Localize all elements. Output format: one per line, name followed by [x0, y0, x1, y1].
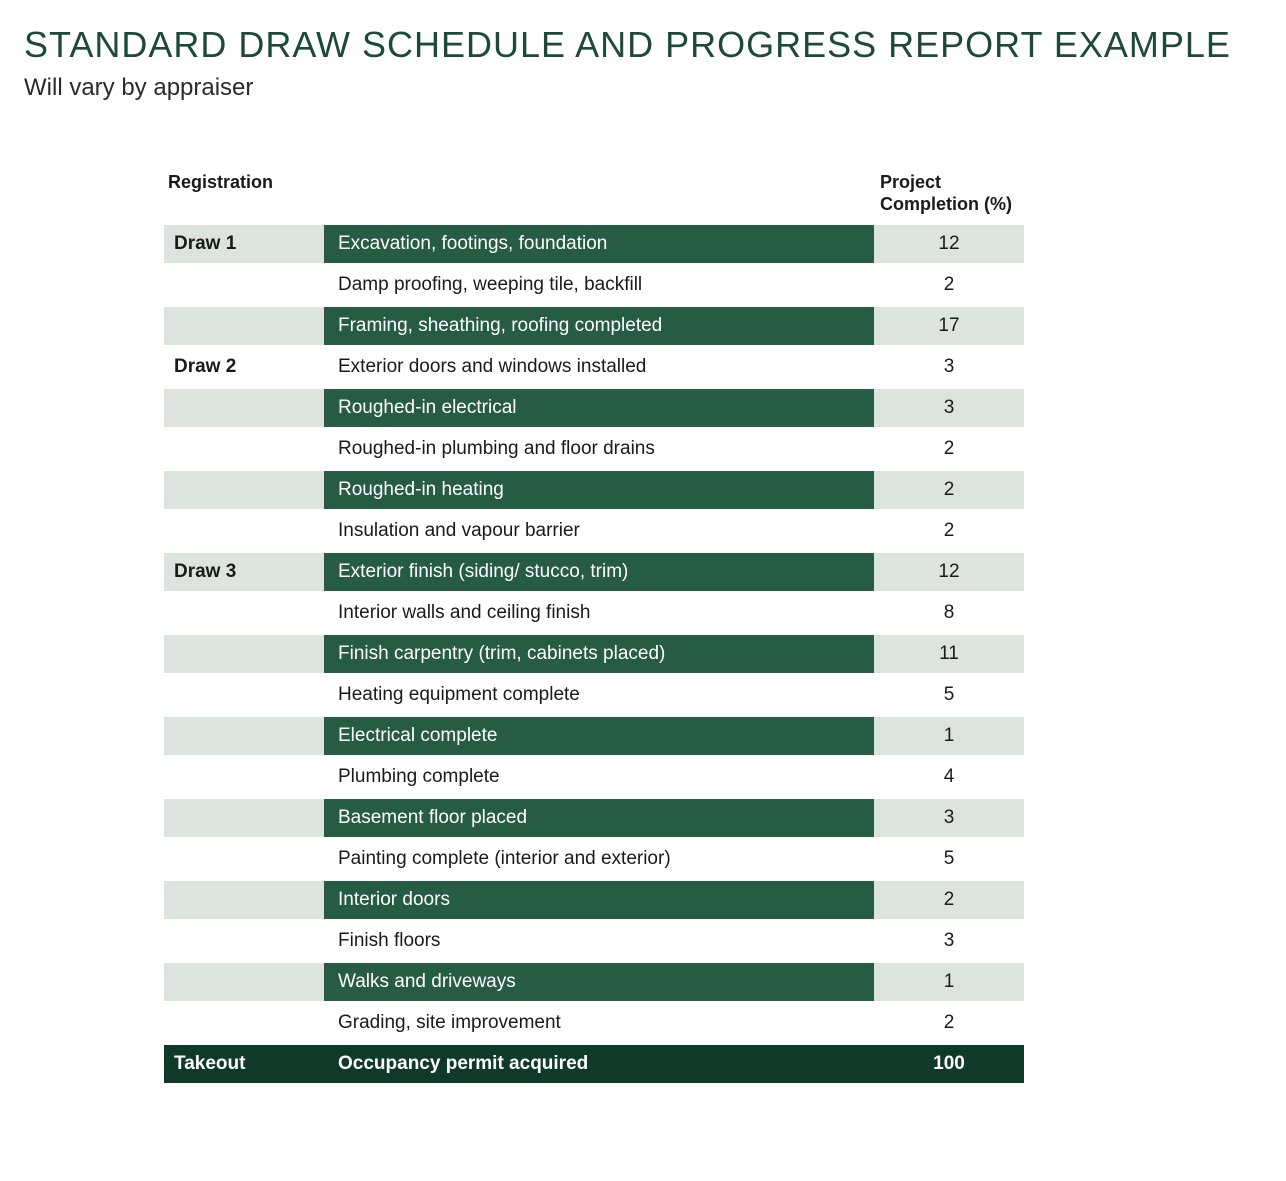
- cell-registration: [164, 635, 324, 673]
- header-completion-line1: Project: [880, 172, 941, 192]
- cell-description: Basement floor placed: [324, 799, 874, 837]
- takeout-desc: Occupancy permit acquired: [324, 1045, 874, 1083]
- cell-registration: [164, 881, 324, 919]
- cell-registration: [164, 922, 324, 960]
- table-body: Draw 1Excavation, footings, foundation12…: [164, 225, 1024, 1042]
- cell-description: Electrical complete: [324, 717, 874, 755]
- cell-percent: 8: [874, 594, 1024, 632]
- table-row: Insulation and vapour barrier2: [164, 512, 1024, 550]
- cell-description: Walks and driveways: [324, 963, 874, 1001]
- table-row: Electrical complete1: [164, 717, 1024, 755]
- cell-description: Exterior doors and windows installed: [324, 348, 874, 386]
- takeout-row: Takeout Occupancy permit acquired 100: [164, 1045, 1024, 1083]
- page-title: STANDARD DRAW SCHEDULE AND PROGRESS REPO…: [24, 24, 1262, 66]
- cell-percent: 3: [874, 922, 1024, 960]
- cell-percent: 2: [874, 881, 1024, 919]
- cell-percent: 17: [874, 307, 1024, 345]
- cell-description: Insulation and vapour barrier: [324, 512, 874, 550]
- header-completion-line2: Completion (%): [880, 194, 1012, 214]
- cell-registration: [164, 799, 324, 837]
- cell-percent: 4: [874, 758, 1024, 796]
- cell-registration: Draw 3: [164, 553, 324, 591]
- cell-percent: 11: [874, 635, 1024, 673]
- table-row: Draw 3Exterior finish (siding/ stucco, t…: [164, 553, 1024, 591]
- cell-registration: [164, 963, 324, 1001]
- cell-description: Finish carpentry (trim, cabinets placed): [324, 635, 874, 673]
- cell-percent: 2: [874, 512, 1024, 550]
- header-registration: Registration: [164, 172, 324, 215]
- table-row: Interior walls and ceiling finish8: [164, 594, 1024, 632]
- table-row: Basement floor placed3: [164, 799, 1024, 837]
- table-row: Finish carpentry (trim, cabinets placed)…: [164, 635, 1024, 673]
- cell-description: Interior walls and ceiling finish: [324, 594, 874, 632]
- cell-description: Roughed-in plumbing and floor drains: [324, 430, 874, 468]
- cell-registration: [164, 512, 324, 550]
- header-spacer: [324, 172, 874, 215]
- cell-percent: 1: [874, 717, 1024, 755]
- cell-registration: [164, 594, 324, 632]
- cell-description: Plumbing complete: [324, 758, 874, 796]
- table-row: Grading, site improvement2: [164, 1004, 1024, 1042]
- cell-percent: 2: [874, 266, 1024, 304]
- cell-registration: [164, 676, 324, 714]
- cell-percent: 3: [874, 348, 1024, 386]
- table-row: Roughed-in heating2: [164, 471, 1024, 509]
- table-row: Roughed-in plumbing and floor drains2: [164, 430, 1024, 468]
- cell-registration: [164, 389, 324, 427]
- table-row: Draw 2Exterior doors and windows install…: [164, 348, 1024, 386]
- takeout-reg: Takeout: [164, 1045, 324, 1083]
- cell-description: Framing, sheathing, roofing completed: [324, 307, 874, 345]
- cell-registration: [164, 266, 324, 304]
- cell-percent: 2: [874, 1004, 1024, 1042]
- header-completion: Project Completion (%): [874, 172, 1024, 215]
- cell-registration: [164, 840, 324, 878]
- cell-description: Grading, site improvement: [324, 1004, 874, 1042]
- cell-registration: [164, 471, 324, 509]
- cell-description: Roughed-in electrical: [324, 389, 874, 427]
- cell-percent: 3: [874, 389, 1024, 427]
- cell-percent: 1: [874, 963, 1024, 1001]
- cell-percent: 3: [874, 799, 1024, 837]
- table-row: Damp proofing, weeping tile, backfill2: [164, 266, 1024, 304]
- cell-registration: [164, 1004, 324, 1042]
- cell-percent: 12: [874, 225, 1024, 263]
- cell-description: Roughed-in heating: [324, 471, 874, 509]
- table-row: Plumbing complete4: [164, 758, 1024, 796]
- table-row: Draw 1Excavation, footings, foundation12: [164, 225, 1024, 263]
- table-row: Interior doors2: [164, 881, 1024, 919]
- takeout-pct: 100: [874, 1045, 1024, 1083]
- cell-percent: 2: [874, 430, 1024, 468]
- cell-percent: 5: [874, 676, 1024, 714]
- cell-description: Heating equipment complete: [324, 676, 874, 714]
- cell-percent: 5: [874, 840, 1024, 878]
- cell-registration: Draw 2: [164, 348, 324, 386]
- cell-percent: 12: [874, 553, 1024, 591]
- cell-description: Interior doors: [324, 881, 874, 919]
- cell-registration: [164, 430, 324, 468]
- cell-registration: [164, 758, 324, 796]
- cell-description: Painting complete (interior and exterior…: [324, 840, 874, 878]
- cell-description: Finish floors: [324, 922, 874, 960]
- table-row: Finish floors3: [164, 922, 1024, 960]
- cell-percent: 2: [874, 471, 1024, 509]
- table-row: Framing, sheathing, roofing completed17: [164, 307, 1024, 345]
- cell-registration: [164, 717, 324, 755]
- table-row: Roughed-in electrical3: [164, 389, 1024, 427]
- cell-registration: [164, 307, 324, 345]
- table-header-row: Registration Project Completion (%): [164, 172, 1024, 215]
- cell-registration: Draw 1: [164, 225, 324, 263]
- draw-schedule-table: Registration Project Completion (%) Draw…: [164, 172, 1024, 1083]
- cell-description: Exterior finish (siding/ stucco, trim): [324, 553, 874, 591]
- cell-description: Excavation, footings, foundation: [324, 225, 874, 263]
- page-subtitle: Will vary by appraiser: [24, 74, 1262, 102]
- table-row: Painting complete (interior and exterior…: [164, 840, 1024, 878]
- cell-description: Damp proofing, weeping tile, backfill: [324, 266, 874, 304]
- table-row: Heating equipment complete5: [164, 676, 1024, 714]
- table-row: Walks and driveways1: [164, 963, 1024, 1001]
